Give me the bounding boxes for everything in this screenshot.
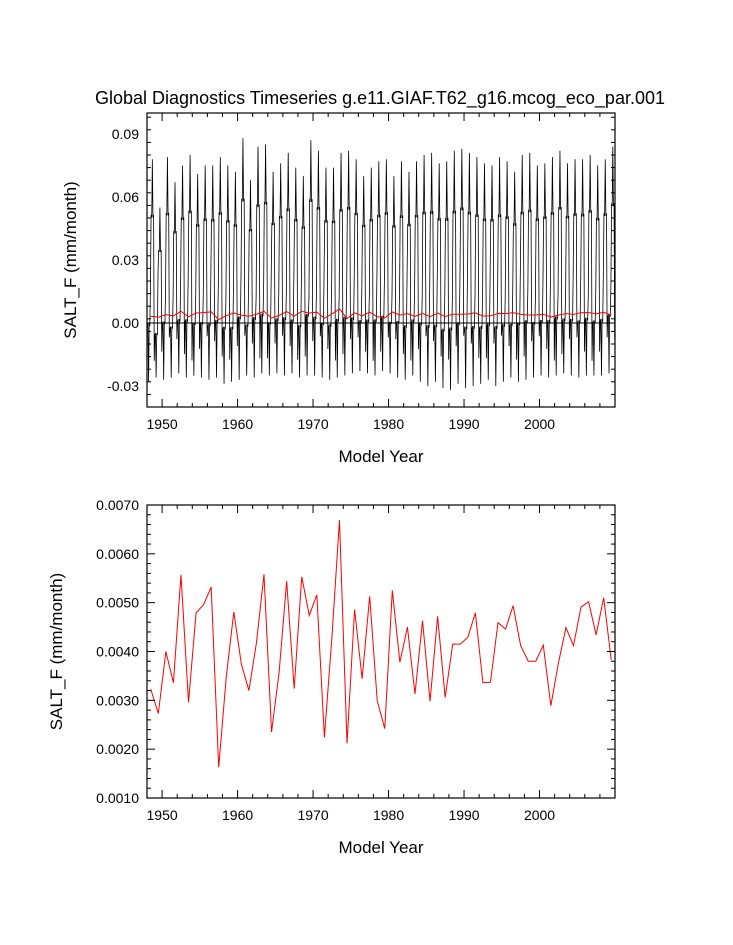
x-tick-label: 1970 (297, 416, 328, 432)
y-tick-label: 0.0060 (96, 546, 139, 562)
x-tick-label: 1980 (373, 416, 404, 432)
y-tick-label: 0.0040 (96, 644, 139, 660)
plot-area (150, 520, 612, 768)
y-axis-label: SALT_F (mm/month) (61, 181, 80, 338)
y-tick-label: 0.09 (112, 126, 139, 142)
series-line-1 (150, 308, 612, 321)
x-tick-label: 2000 (524, 807, 555, 823)
x-tick-label: 2000 (524, 416, 555, 432)
y-tick-label: 0.00 (112, 315, 139, 331)
x-axis-label: Model Year (338, 447, 423, 466)
y-tick-label: 0.06 (112, 189, 139, 205)
y-axis-label: SALT_F (mm/month) (47, 573, 66, 730)
chart-panel-bottom: 1950 1960 1970 1980 1990 2000 0.0010 0.0020 0.00… (47, 497, 616, 857)
plot-frame (146, 504, 616, 799)
x-tick-label: 1950 (147, 416, 178, 432)
y-tick-label: 0.0010 (96, 790, 139, 806)
y-tick-label: 0.0070 (96, 497, 139, 513)
y-tick-label: 0.0030 (96, 692, 139, 708)
plot-frame (146, 112, 616, 408)
plot-area (147, 138, 615, 391)
figure-title: Global Diagnostics Timeseries g.e11.GIAF… (95, 88, 665, 109)
y-tick-label: 0.03 (112, 252, 139, 268)
x-tick-label: 1950 (147, 807, 178, 823)
x-tick-label: 1960 (222, 807, 253, 823)
x-tick-label: 1980 (373, 807, 404, 823)
y-tick-label: 0.0050 (96, 595, 139, 611)
x-axis-label: Model Year (338, 838, 423, 857)
x-tick-label: 1960 (222, 416, 253, 432)
chart-panel-top: 1950 1960 1970 1980 1990 2000 -0.03 0.00 0.03 0.0… (61, 112, 616, 466)
series-line-0 (150, 520, 612, 768)
y-tick-label: 0.0020 (96, 741, 139, 757)
series-line-0 (147, 138, 615, 391)
x-tick-label: 1970 (297, 807, 328, 823)
x-tick-label: 1990 (448, 416, 479, 432)
x-tick-label: 1990 (448, 807, 479, 823)
y-tick-label: -0.03 (107, 378, 139, 394)
